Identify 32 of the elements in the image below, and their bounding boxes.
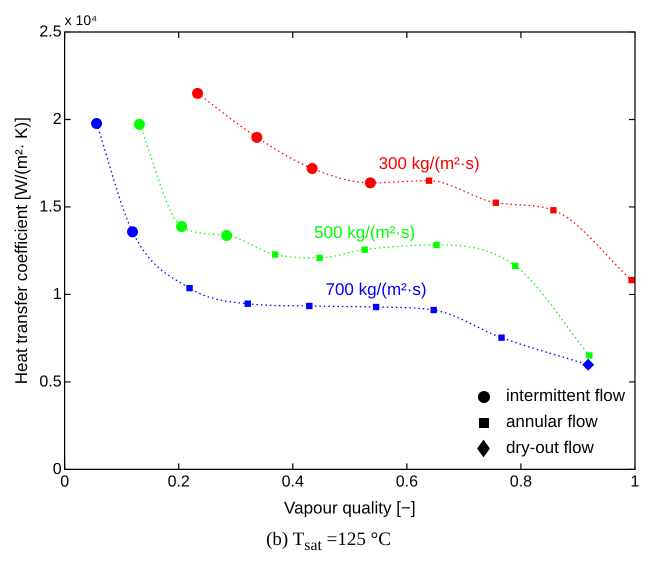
point	[306, 162, 318, 174]
series-label: 700 kg/(m²·s)	[326, 280, 427, 300]
y-tick-label: 2	[52, 110, 62, 128]
point	[433, 242, 440, 248]
point	[316, 254, 323, 262]
y-tick-label: 1	[52, 286, 62, 303]
y-tick-label: 2.5	[39, 23, 62, 40]
y-axis-title: Heat transfer coefficient [W/(m²· K)]	[12, 117, 31, 384]
annotation: annular flow	[506, 412, 598, 432]
x-tick-label: 0.6	[396, 473, 418, 490]
text: (b) T$_{sat}$ =125 °C	[265, 529, 392, 555]
y-tick-label: 0.5	[39, 373, 62, 390]
point	[192, 88, 204, 99]
text: x 10⁴	[64, 12, 98, 28]
point	[251, 132, 262, 143]
y-tick-label: 1.5	[39, 198, 62, 216]
series-label: 500 kg/(m²·s)	[314, 222, 416, 242]
point	[586, 352, 593, 359]
point	[272, 251, 278, 258]
x-axis-title: Vapour quality [−]	[284, 498, 416, 518]
point	[512, 262, 518, 270]
point	[582, 358, 594, 371]
series-label: 300 kg/(m²·s)	[378, 154, 480, 173]
y-tick-label: 0	[52, 460, 62, 478]
annotation: intermittent flow	[506, 386, 625, 406]
x-tick-label: 0.8	[510, 473, 532, 490]
x-tick-label: 0.2	[168, 473, 190, 490]
x-tick-label: 0.4	[282, 473, 304, 490]
point	[364, 177, 376, 188]
annotation: dry-out flow	[506, 438, 594, 458]
x-tick-label: 1	[630, 473, 640, 490]
point	[361, 246, 368, 253]
